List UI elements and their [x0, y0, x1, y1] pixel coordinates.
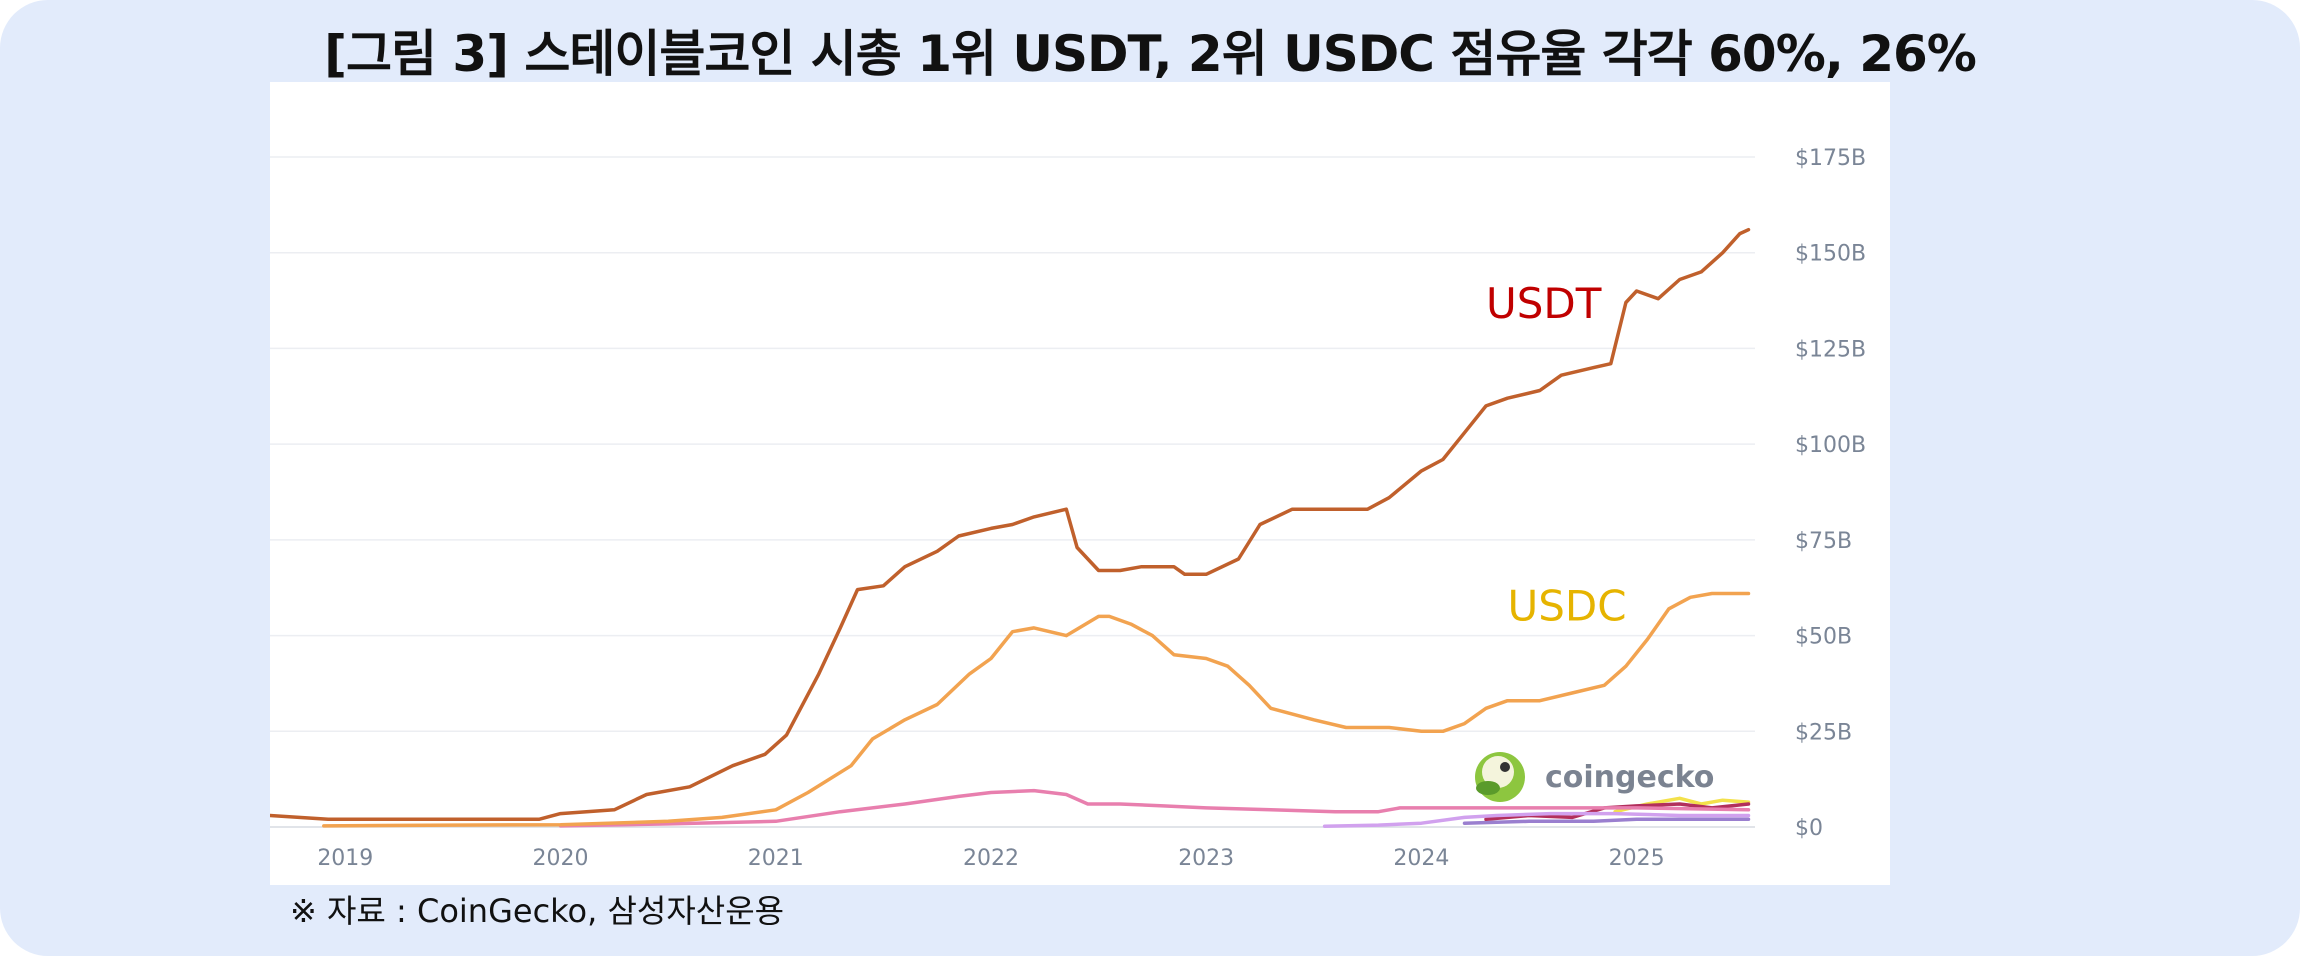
coingecko-watermark: coingecko — [1475, 752, 1714, 802]
y-tick-label: $175B — [1795, 146, 1866, 171]
x-tick-label: 2020 — [533, 846, 589, 871]
figure-title: [그림 3] 스테이블코인 시총 1위 USDT, 2위 USDC 점유율 각각… — [324, 25, 1977, 83]
gecko-logo-icon — [1475, 752, 1525, 802]
line-chart: $0$25B$50B$75B$100B$125B$150B$175B 2019 2… — [270, 146, 1866, 871]
y-tick-label: $50B — [1795, 625, 1852, 650]
series-line-usdc — [322, 591, 1751, 828]
grid-lines — [270, 156, 1755, 828]
x-tick-label: 2025 — [1609, 846, 1665, 871]
series-line-other — [558, 788, 1751, 828]
y-tick-label: $100B — [1795, 433, 1866, 458]
series-line-usdt — [270, 227, 1751, 822]
chart-panel: $0 $25B $50B $75B $100B $125B $150B $175B 2019 2… — [270, 82, 1890, 885]
series-label-usdt: USDT — [1486, 279, 1602, 328]
x-tick-label: 2023 — [1178, 846, 1234, 871]
x-tick-label: 2019 — [317, 846, 373, 871]
x-tick-label: 2021 — [748, 846, 804, 871]
x-axis-ticks: 2019 2020 2021 2022 2023 2024 2025 — [317, 846, 1664, 871]
y-tick-label: $150B — [1795, 242, 1866, 267]
y-tick-label: $0 — [1795, 816, 1823, 841]
y-tick-label: $75B — [1795, 529, 1852, 554]
x-tick-label: 2024 — [1393, 846, 1449, 871]
y-tick-label: $25B — [1795, 720, 1852, 745]
series-lines — [270, 227, 1751, 828]
y-tick-label: $125B — [1795, 337, 1866, 362]
x-tick-label: 2022 — [963, 846, 1019, 871]
y-axis-ticks: $0 $25B $50B $75B $100B $125B $150B $175B — [1795, 146, 1866, 841]
source-note: ※ 자료 : CoinGecko, 삼성자산운용 — [290, 892, 785, 930]
series-label-usdc: USDC — [1508, 581, 1627, 630]
series-labels: USDT USDC — [1486, 279, 1627, 630]
series-line-other — [1322, 811, 1751, 828]
watermark-text: coingecko — [1545, 760, 1714, 795]
series-line-other — [1462, 817, 1751, 825]
